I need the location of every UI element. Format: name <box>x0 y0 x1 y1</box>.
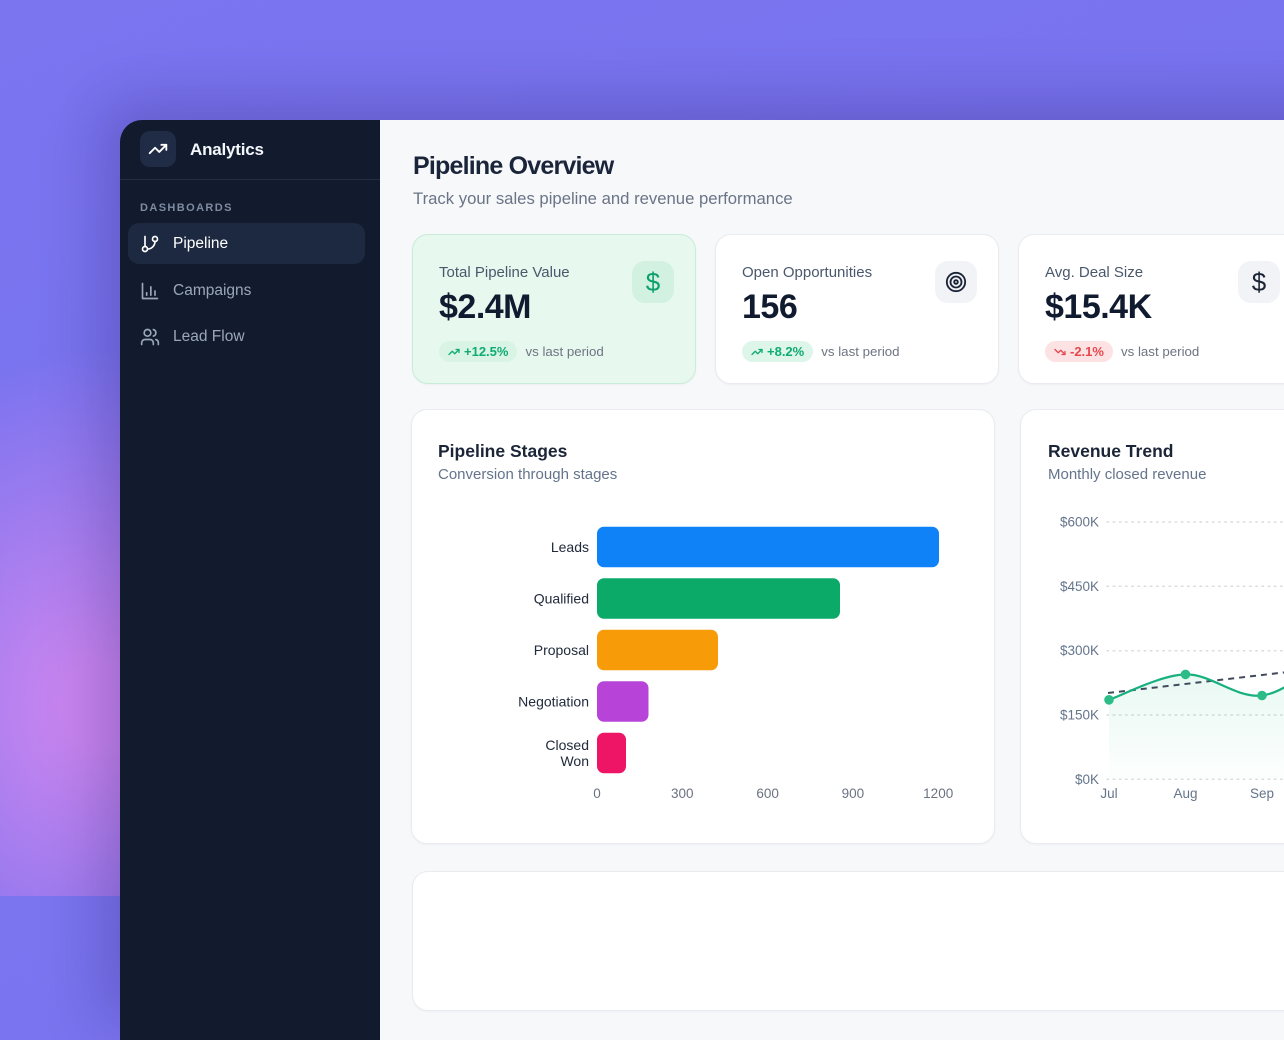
svg-text:1200: 1200 <box>923 786 953 801</box>
svg-text:$150K: $150K <box>1060 708 1099 723</box>
svg-text:900: 900 <box>842 786 865 801</box>
svg-text:Aug: Aug <box>1173 786 1197 801</box>
svg-text:0: 0 <box>593 786 601 801</box>
svg-text:Jul: Jul <box>1100 786 1117 801</box>
svg-text:$0K: $0K <box>1075 772 1099 787</box>
svg-text:$450K: $450K <box>1060 579 1099 594</box>
svg-text:Qualified: Qualified <box>534 591 589 607</box>
svg-text:Sep: Sep <box>1250 786 1274 801</box>
svg-text:Negotiation: Negotiation <box>518 694 589 710</box>
svg-text:Won: Won <box>560 753 589 769</box>
svg-text:Leads: Leads <box>551 539 589 555</box>
svg-text:Closed: Closed <box>545 737 589 753</box>
svg-text:600: 600 <box>756 786 779 801</box>
svg-text:$300K: $300K <box>1060 643 1099 658</box>
svg-text:300: 300 <box>671 786 694 801</box>
svg-text:$600K: $600K <box>1060 515 1099 530</box>
svg-text:Proposal: Proposal <box>534 642 589 658</box>
